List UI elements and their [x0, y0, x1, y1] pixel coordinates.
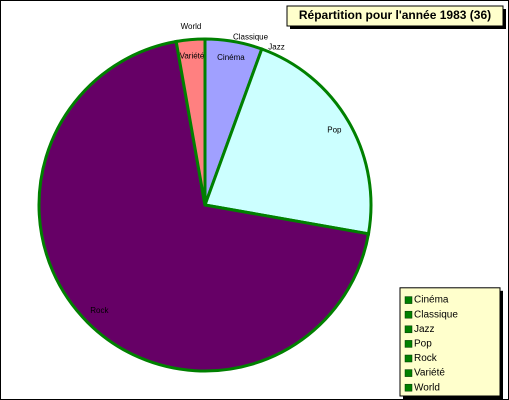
legend-label: Classique — [414, 309, 458, 320]
title-box — [286, 5, 504, 27]
slice-label: Variété — [180, 51, 205, 60]
pie-slice — [202, 47, 373, 236]
legend-swatch — [404, 354, 413, 363]
legend-label: Jazz — [414, 324, 435, 335]
legend-swatch — [404, 296, 413, 304]
slice-label: Pop — [327, 125, 342, 134]
legend-swatch — [404, 325, 413, 334]
legend-label: Variété — [414, 368, 445, 379]
legend-swatch — [404, 383, 413, 392]
chart-title: Répartition pour l'année 1983 (36) — [299, 8, 491, 22]
legend-label: Rock — [414, 353, 438, 364]
legend-label: World — [414, 382, 440, 393]
legend-swatch — [404, 340, 413, 348]
slice-label: Jazz — [268, 43, 284, 52]
pie-slice — [174, 37, 207, 206]
legend-label: Pop — [414, 339, 432, 350]
legend-swatch — [404, 310, 413, 319]
slice-label: Classique — [233, 33, 269, 42]
legend-box — [399, 287, 501, 397]
legend-swatch — [404, 369, 413, 377]
slice-label: Rock — [90, 306, 109, 315]
slice-label: World — [181, 22, 202, 31]
slice-label: Cinéma — [217, 53, 245, 62]
legend-label: Cinéma — [414, 295, 449, 306]
pie-slice — [37, 39, 371, 373]
